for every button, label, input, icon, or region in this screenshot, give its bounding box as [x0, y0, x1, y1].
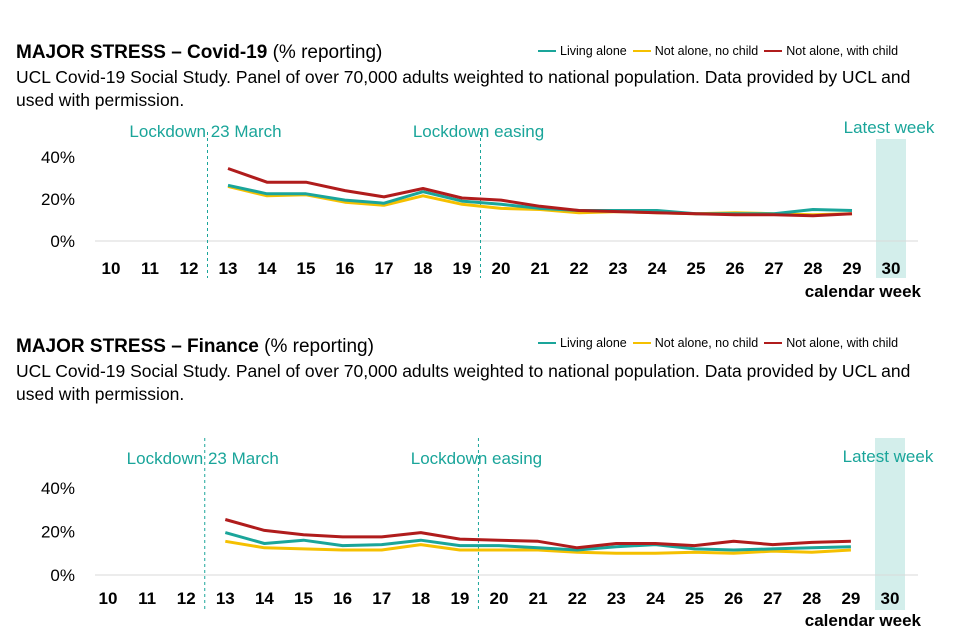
chart-title: MAJOR STRESS – Finance (% reporting) [16, 336, 374, 358]
x-tick-label: 24 [646, 589, 665, 608]
y-tick-label: 40% [41, 148, 75, 167]
x-tick-label: 23 [609, 259, 628, 278]
x-tick-label: 18 [411, 589, 430, 608]
legend-swatch [538, 342, 556, 344]
legend-label: Not alone, with child [786, 336, 899, 350]
legend-swatch [764, 50, 783, 52]
chart-legend: Living alone Not alone, no child Not alone… [538, 44, 898, 58]
x-tick-label: 19 [450, 589, 469, 608]
x-tick-label: 30 [881, 589, 900, 608]
x-tick-label: 15 [297, 259, 316, 278]
x-tick-label: 15 [294, 589, 313, 608]
annotation-label: Lockdown easing [413, 122, 544, 141]
latest-week-label: Latest week [843, 447, 934, 466]
y-tick-label: 20% [41, 190, 75, 209]
legend-swatch [632, 342, 651, 344]
latest-week-label: Latest week [844, 118, 935, 137]
legend-item: Not alone, no child [632, 44, 759, 58]
x-tick-label: 25 [687, 259, 706, 278]
x-tick-label: 12 [177, 589, 196, 608]
x-tick-label: 10 [102, 259, 121, 278]
legend-label: Not alone, no child [654, 336, 759, 350]
chart-title-bold: MAJOR STRESS – Finance [16, 336, 259, 357]
chart-title: MAJOR STRESS – Covid-19 (% reporting) [16, 42, 382, 64]
x-tick-label: 25 [685, 589, 704, 608]
series-line-living-alone [227, 183, 853, 216]
y-tick-label: 0% [50, 566, 75, 585]
x-tick-label: 30 [882, 259, 901, 278]
x-tick-label: 22 [570, 259, 589, 278]
x-tick-label: 11 [138, 589, 156, 608]
series-line-not-alone-no-child [227, 184, 853, 217]
y-tick-label: 20% [41, 523, 75, 542]
x-tick-label: 18 [414, 259, 433, 278]
x-tick-label: 27 [765, 259, 784, 278]
x-tick-label: 21 [529, 589, 548, 608]
x-tick-label: 24 [648, 259, 667, 278]
legend-item: Living alone [538, 44, 627, 58]
chart-title-rest: (% reporting) [264, 336, 374, 357]
x-tick-label: 27 [763, 589, 782, 608]
x-tick-label: 10 [99, 589, 118, 608]
chart-title-rest: (% reporting) [272, 42, 383, 63]
x-tick-label: 11 [141, 259, 159, 278]
legend-item: Not alone, no child [632, 336, 759, 350]
annotation-label: Lockdown 23 March [129, 122, 281, 141]
x-tick-label: 12 [180, 259, 199, 278]
legend-item: Living alone [538, 336, 627, 350]
legend-item: Not alone, with child [764, 44, 898, 58]
series-line-living-alone [224, 531, 851, 552]
legend-label: Living alone [560, 44, 627, 58]
x-tick-label: 23 [607, 589, 626, 608]
x-tick-label: 17 [372, 589, 391, 608]
finance-stress-panel: MAJOR STRESS – Finance (% reporting) Liv… [0, 330, 960, 630]
x-tick-label: 20 [492, 259, 511, 278]
chart-legend: Living alone Not alone, no child Not alone… [538, 336, 898, 350]
chart-subtitle: UCL Covid-19 Social Study. Panel of over… [16, 67, 911, 110]
y-tick-label: 0% [50, 232, 75, 251]
legend-swatch [764, 342, 783, 344]
latest-week-band [876, 139, 906, 278]
legend-swatch [538, 50, 556, 52]
series-line-not-alone-with-child [227, 167, 853, 218]
x-tick-label: 28 [804, 259, 823, 278]
x-tick-label: 20 [490, 589, 509, 608]
annotation-label: Lockdown easing [411, 449, 542, 468]
x-tick-label: 29 [843, 259, 862, 278]
x-tick-label: 14 [258, 259, 277, 278]
x-axis-label: calendar week [805, 611, 922, 628]
x-tick-label: 17 [375, 259, 394, 278]
covid-stress-panel: MAJOR STRESS – Covid-19 (% reporting) Li… [16, 42, 935, 300]
latest-week-band [875, 438, 905, 610]
chart-plot: Latest week 40% 20% 0% Lockdown 23 March Lock… [41, 438, 934, 628]
x-tick-label: 21 [531, 259, 550, 278]
x-tick-label: 26 [724, 589, 743, 608]
x-tick-label: 14 [255, 589, 274, 608]
legend-item: Not alone, with child [764, 336, 898, 350]
annotation-label: Lockdown 23 March [127, 449, 279, 468]
series-line-not-alone-with-child [224, 518, 851, 550]
x-tick-label: 19 [453, 259, 472, 278]
legend-swatch [632, 50, 651, 52]
legend-label: Living alone [560, 336, 627, 350]
x-tick-label: 16 [336, 259, 355, 278]
series-line-not-alone-no-child [225, 539, 851, 555]
x-tick-label: 13 [216, 589, 235, 608]
y-tick-label: 40% [41, 479, 75, 498]
legend-label: Not alone, with child [786, 44, 899, 58]
x-tick-label: 26 [726, 259, 745, 278]
x-tick-label: 29 [841, 589, 860, 608]
chart-subtitle: UCL Covid-19 Social Study. Panel of over… [16, 361, 911, 404]
x-tick-label: 13 [219, 259, 238, 278]
chart-title-bold: MAJOR STRESS – Covid-19 [16, 42, 268, 63]
legend-label: Not alone, no child [654, 44, 759, 58]
x-tick-label: 16 [333, 589, 352, 608]
chart-plot: Latest week 40% 20% 0% Lockdown 23 March Lock… [41, 118, 935, 300]
x-tick-label: 28 [802, 589, 821, 608]
x-tick-label: 22 [568, 589, 587, 608]
x-axis-label: calendar week [805, 282, 922, 300]
